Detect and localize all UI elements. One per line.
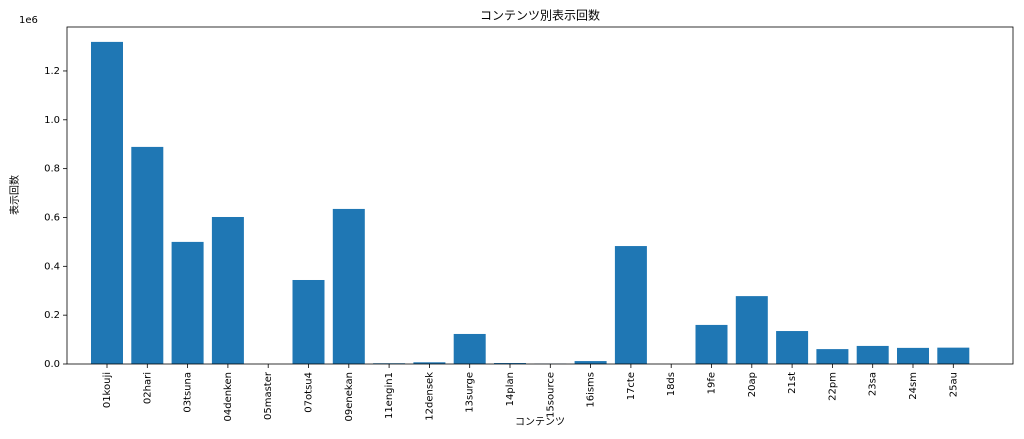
bar (937, 347, 970, 364)
x-tick-label: 01kouji (102, 372, 113, 408)
x-tick-label: 16isms (586, 372, 597, 408)
y-tick-label: 0.6 (44, 212, 60, 223)
x-tick-label: 09enekan (344, 372, 355, 421)
bar (292, 279, 325, 364)
x-tick-label: 22pm (827, 372, 838, 401)
x-tick-label: 23sa (868, 372, 879, 396)
y-tick-label: 1.2 (44, 66, 60, 77)
bar (776, 331, 809, 364)
bar (816, 349, 849, 364)
y-axis-label: 表示回数 (8, 175, 21, 215)
x-tick-label: 12densek (424, 372, 435, 421)
y-tick-label: 1.0 (44, 115, 60, 126)
x-tick-label: 25au (948, 372, 959, 397)
plot-frame (66, 26, 1014, 365)
bar (332, 208, 365, 364)
bar (131, 146, 164, 364)
y-tick-label: 0.4 (44, 261, 60, 272)
bar (91, 41, 123, 365)
x-tick-label: 14plan (505, 372, 516, 406)
x-axis-label: コンテンツ (515, 417, 565, 428)
bar (453, 333, 486, 364)
bar (695, 324, 728, 364)
x-tick-label: 13surge (465, 372, 476, 413)
bar (856, 345, 889, 364)
x-tick-label: 20ap (747, 372, 758, 397)
x-tick-label: 15source (545, 372, 556, 418)
bar (574, 361, 607, 364)
y-offset-label: 1e6 (19, 15, 38, 26)
x-tick-label: 19fe (707, 372, 718, 394)
x-tick-label: 24sm (908, 372, 919, 400)
y-tick-label: 0.8 (44, 164, 60, 175)
bar (494, 363, 526, 364)
x-tick-label: 05master (263, 371, 274, 420)
bar (614, 246, 647, 364)
x-tick-label: 11engin1 (384, 372, 395, 419)
x-tick-label: 03tsuna (183, 372, 194, 413)
x-tick-label: 17cte (626, 372, 637, 400)
y-tick-label: 0.0 (44, 359, 60, 370)
chart-title: コンテンツ別表示回数 (480, 8, 600, 23)
bar (211, 216, 244, 364)
y-tick-label: 0.2 (44, 310, 60, 321)
x-tick-label: 07otsu4 (304, 372, 315, 413)
x-tick-label: 21st (787, 372, 798, 394)
bar (413, 362, 446, 364)
x-tick-label: 18ds (666, 372, 677, 396)
bar (171, 241, 204, 364)
x-tick-label: 04denken (223, 372, 234, 422)
bar (897, 347, 929, 364)
bar (735, 296, 768, 364)
x-tick-label: 02hari (142, 372, 153, 404)
